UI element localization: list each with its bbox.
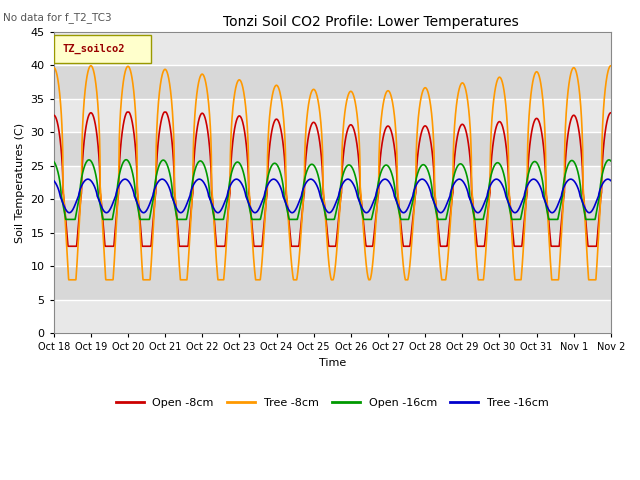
Bar xyxy=(54,132,611,166)
Bar xyxy=(54,233,611,266)
Legend: Open -8cm, Tree -8cm, Open -16cm, Tree -16cm: Open -8cm, Tree -8cm, Open -16cm, Tree -… xyxy=(111,394,553,412)
FancyBboxPatch shape xyxy=(54,35,151,63)
Bar xyxy=(54,99,611,132)
Text: TZ_soilco2: TZ_soilco2 xyxy=(62,44,125,54)
X-axis label: Time: Time xyxy=(319,358,346,368)
Y-axis label: Soil Temperatures (C): Soil Temperatures (C) xyxy=(15,122,25,242)
Bar xyxy=(54,199,611,233)
Title: Tonzi Soil CO2 Profile: Lower Temperatures: Tonzi Soil CO2 Profile: Lower Temperatur… xyxy=(223,15,519,29)
Bar xyxy=(54,300,611,334)
Bar xyxy=(54,32,611,65)
Text: No data for f_T2_TC3: No data for f_T2_TC3 xyxy=(3,12,112,23)
Bar xyxy=(54,266,611,300)
Bar xyxy=(54,166,611,199)
Bar xyxy=(54,65,611,99)
